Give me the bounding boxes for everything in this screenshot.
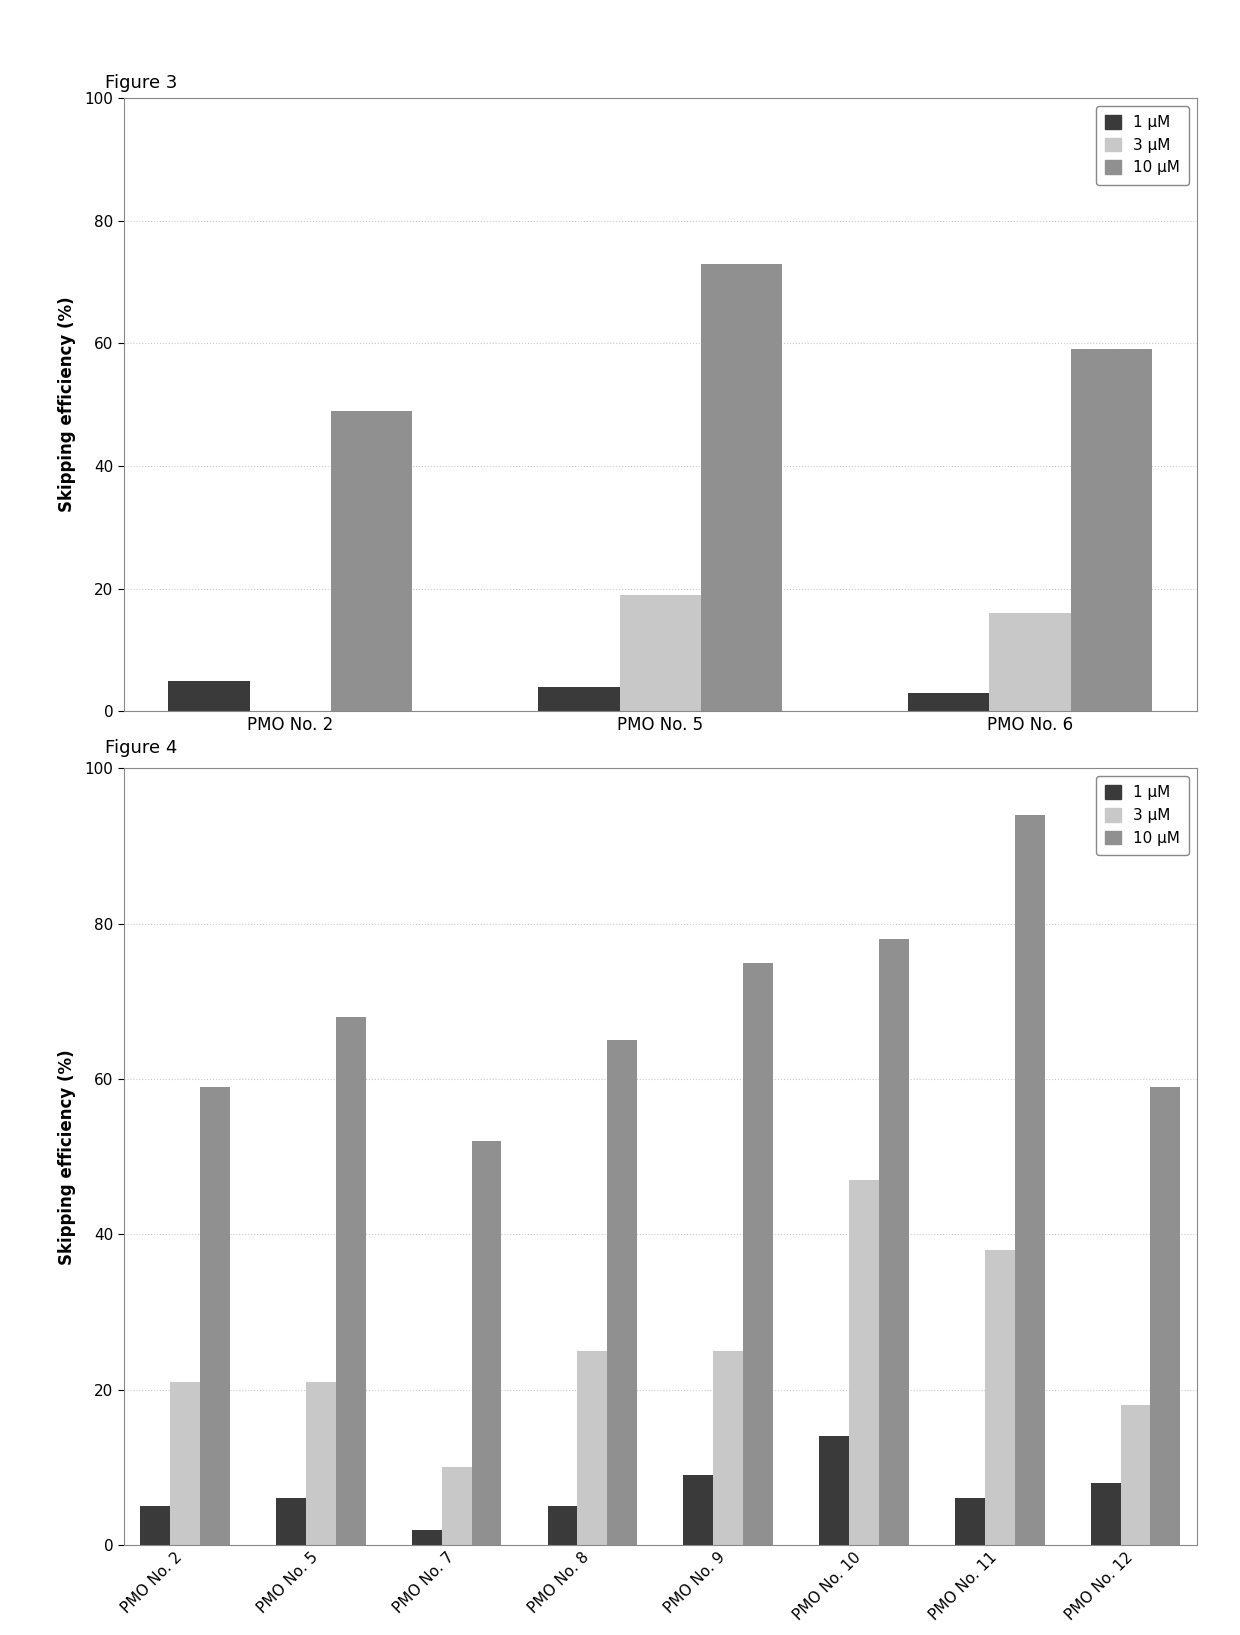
Text: Figure 4: Figure 4 — [105, 739, 177, 757]
Bar — [277, 1498, 306, 1545]
Bar — [683, 1475, 713, 1545]
Bar — [955, 1498, 985, 1545]
Bar — [608, 1040, 637, 1545]
Bar — [701, 263, 782, 711]
Y-axis label: Skipping efficiency (%): Skipping efficiency (%) — [58, 298, 77, 512]
Bar — [713, 1351, 743, 1545]
Bar — [1091, 1483, 1121, 1545]
Bar — [471, 1141, 501, 1545]
Y-axis label: Skipping efficiency (%): Skipping efficiency (%) — [58, 1050, 77, 1264]
Bar — [336, 1017, 366, 1545]
Bar — [1071, 350, 1152, 711]
Bar — [620, 595, 701, 711]
Bar — [1121, 1404, 1151, 1545]
Legend: 1 μM, 3 μM, 10 μM: 1 μM, 3 μM, 10 μM — [1096, 777, 1189, 855]
Bar — [908, 693, 990, 711]
Bar — [548, 1506, 578, 1545]
Bar — [849, 1180, 879, 1545]
Bar — [879, 938, 909, 1545]
Bar — [441, 1468, 471, 1545]
Bar — [1014, 814, 1044, 1545]
Bar — [200, 1087, 229, 1545]
Bar — [140, 1506, 170, 1545]
Bar — [169, 680, 249, 711]
Bar — [331, 410, 413, 711]
Bar — [306, 1382, 336, 1545]
Bar — [985, 1249, 1014, 1545]
Text: Figure 3: Figure 3 — [105, 74, 177, 92]
Bar — [412, 1530, 441, 1545]
Bar — [990, 613, 1071, 711]
Bar — [743, 963, 773, 1545]
Bar — [1151, 1087, 1180, 1545]
Bar — [820, 1436, 849, 1545]
Bar — [538, 687, 620, 711]
Bar — [170, 1382, 200, 1545]
Legend: 1 μM, 3 μM, 10 μM: 1 μM, 3 μM, 10 μM — [1096, 106, 1189, 185]
Bar — [578, 1351, 608, 1545]
